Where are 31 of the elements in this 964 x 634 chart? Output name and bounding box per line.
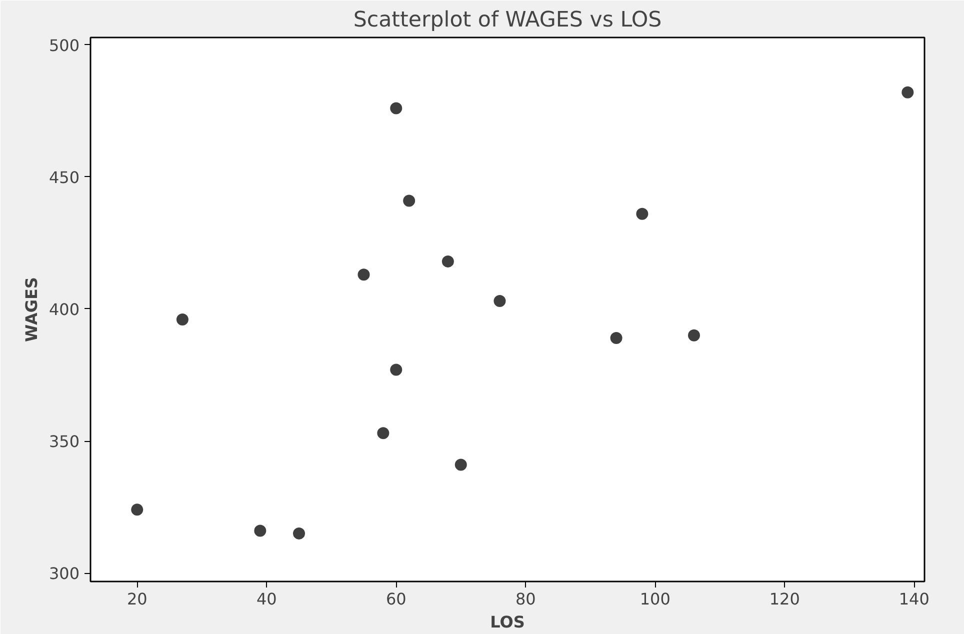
point — [610, 332, 622, 344]
x-tick-label: 140 — [898, 590, 930, 608]
point — [293, 527, 305, 540]
point — [454, 458, 467, 471]
x-tick-label: 80 — [515, 590, 536, 608]
point — [636, 208, 648, 220]
point — [254, 524, 266, 537]
x-tick-label: 40 — [256, 590, 277, 608]
y-tick-label: 450 — [48, 168, 80, 187]
point — [494, 295, 506, 308]
point — [390, 364, 402, 376]
x-tick-label: 100 — [640, 590, 670, 608]
y-tick-label: 350 — [48, 432, 80, 452]
y-tick-label: 300 — [48, 564, 80, 584]
x-axis-title: LOS — [490, 612, 525, 632]
point — [403, 194, 416, 207]
x-tick-label: 120 — [769, 590, 800, 608]
point — [442, 255, 454, 268]
point — [390, 102, 402, 114]
x-tick-label: 60 — [386, 590, 406, 608]
y-tick-label: 400 — [48, 300, 80, 319]
point — [377, 427, 390, 440]
x-tick-label: 20 — [126, 590, 148, 608]
point — [131, 504, 144, 516]
point — [176, 314, 188, 326]
chart-title: Scatterplot of WAGES vs LOS — [353, 8, 662, 32]
point — [902, 86, 914, 98]
point — [358, 268, 370, 281]
y-axis-title: WAGES — [22, 277, 41, 342]
point — [688, 329, 700, 342]
y-tick-label: 500 — [48, 36, 80, 55]
